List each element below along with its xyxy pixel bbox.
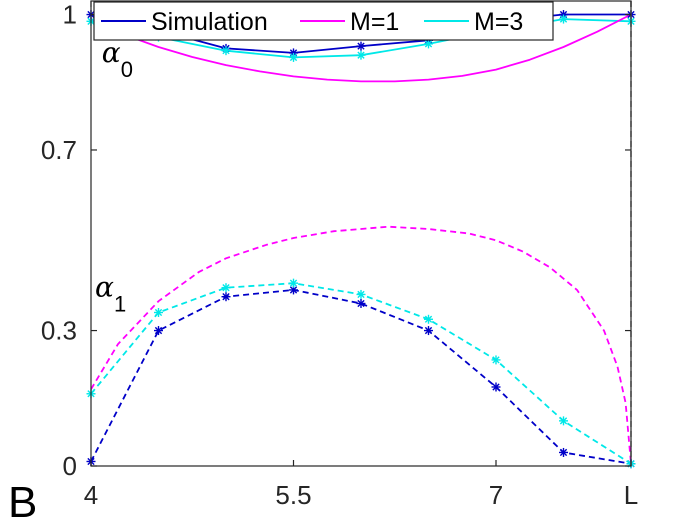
marker-m-3-0-2 (221, 46, 231, 56)
annotation-alpha1-symbol: α (95, 271, 114, 304)
series-line-m-1-1 (90, 225, 632, 464)
x-tick-label-3: L (624, 480, 638, 510)
marker-m-3-1-2 (221, 283, 231, 293)
marker-m-3-0-7 (559, 14, 568, 24)
y-tick-label-2: 0.7 (41, 135, 77, 165)
marker-m-3-1-1 (154, 308, 163, 318)
marker-m-3-0-5 (424, 39, 433, 49)
marker-simulation-1-7 (559, 447, 568, 457)
marker-simulation-0-4 (356, 41, 366, 51)
legend-label-m1: M=1 (350, 8, 399, 36)
tick-layer: 4 5.5 7 L 0 0.3 0.7 1 (41, 0, 638, 510)
marker-simulation-1-6 (491, 382, 501, 392)
series-line-m-1-0 (90, 13, 632, 83)
marker-m-3-0-3 (289, 52, 298, 62)
annotation-alpha0: α 0 (102, 36, 133, 82)
marker-m-3-1-3 (289, 278, 298, 288)
marker-m-3-1-4 (356, 289, 366, 299)
y-tick-label-0: 0 (63, 451, 77, 481)
plot-area (91, 1, 631, 466)
marker-simulation-1-4 (356, 298, 366, 308)
series-line-simulation-1 (90, 288, 632, 465)
plot-frame (90, 0, 632, 467)
annotation-alpha0-subscript: 0 (121, 57, 133, 82)
annotation-alpha0-symbol: α (102, 36, 121, 69)
legend: Simulation M=1 M=3 (93, 1, 554, 41)
marker-simulation-1-1 (154, 326, 163, 336)
marker-simulation-1-5 (424, 326, 433, 336)
x-tick-label-1: 5.5 (275, 480, 311, 510)
marker-simulation-1-2 (221, 292, 231, 302)
x-tick-label-0: 4 (84, 480, 98, 510)
panel-label: B (8, 478, 37, 525)
x-tick-label-2: 7 (489, 480, 503, 510)
legend-label-m3: M=3 (474, 8, 523, 36)
marker-m-3-0-4 (356, 50, 366, 60)
marker-m-3-1-6 (491, 355, 501, 365)
marker-m-3-1-5 (424, 314, 433, 324)
marker-m-3-1-7 (559, 416, 568, 426)
annotation-alpha1: α 1 (95, 271, 126, 317)
y-tick-label-3: 1 (63, 0, 77, 30)
annotation-alpha1-subscript: 1 (114, 292, 126, 317)
y-tick-label-1: 0.3 (41, 316, 77, 346)
legend-label-simulation: Simulation (151, 8, 268, 36)
